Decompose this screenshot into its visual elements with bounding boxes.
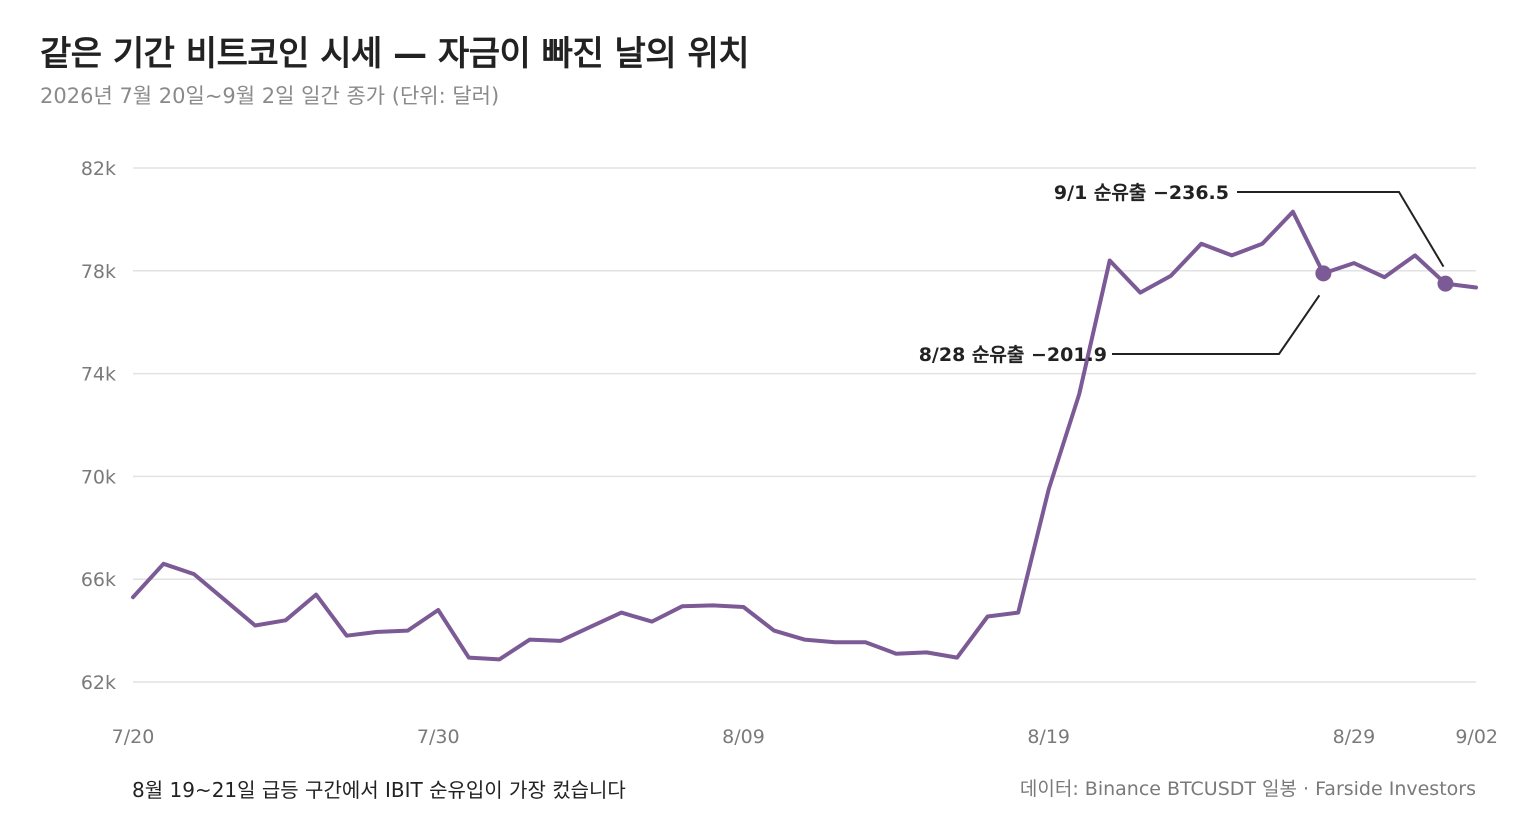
annotations: 8/28 순유출 −201.9 9/1 순유출 −236.5 (919, 182, 1454, 366)
annotation-label-0901: 9/1 순유출 −236.5 (1054, 182, 1229, 204)
series-layer (131, 209, 1478, 662)
y-tick-label: 62k (81, 672, 116, 694)
y-tick-label: 82k (81, 158, 116, 180)
y-tick-label: 66k (81, 569, 116, 591)
x-axis-ticks: 7/20 7/30 8/09 8/19 8/29 9/02 (112, 726, 1498, 748)
y-tick-label: 78k (81, 261, 116, 283)
annotation-marker-0901 (1437, 275, 1454, 292)
chart-subtitle: 2026년 7월 20일~9월 2일 일간 종가 (단위: 달러) (40, 84, 500, 108)
gridlines (133, 167, 1476, 683)
price-series-line (131, 209, 1478, 662)
y-axis-ticks: 62k 66k 70k 74k 78k 82k (81, 158, 116, 694)
x-tick-label: 7/20 (112, 726, 155, 748)
source-credit: 데이터: Binance BTCUSDT 일봉 · Farside Invest… (1019, 778, 1476, 800)
y-tick-label: 74k (81, 364, 116, 386)
annotation-leader-0901 (1237, 191, 1445, 268)
x-tick-label: 8/29 (1333, 726, 1376, 748)
x-tick-label: 8/19 (1027, 726, 1070, 748)
footnote: 8월 19~21일 급등 구간에서 IBIT 순유입이 가장 컸습니다 (132, 778, 626, 802)
x-tick-label: 7/30 (417, 726, 460, 748)
x-tick-label: 8/09 (722, 726, 765, 748)
annotation-leader-0828 (1112, 294, 1321, 355)
price-line-chart: 62k 66k 70k 74k 78k 82k 7/20 7/30 8/09 8/19 8/29 9… (81, 158, 1498, 748)
x-tick-label: 9/02 (1455, 726, 1498, 748)
y-tick-label: 70k (81, 466, 116, 488)
chart-title: 같은 기간 비트코인 시세 — 자금이 빠진 날의 위치 (40, 34, 750, 74)
annotation-label-0828: 8/28 순유출 −201.9 (919, 344, 1107, 366)
annotation-marker-0828 (1315, 265, 1332, 282)
